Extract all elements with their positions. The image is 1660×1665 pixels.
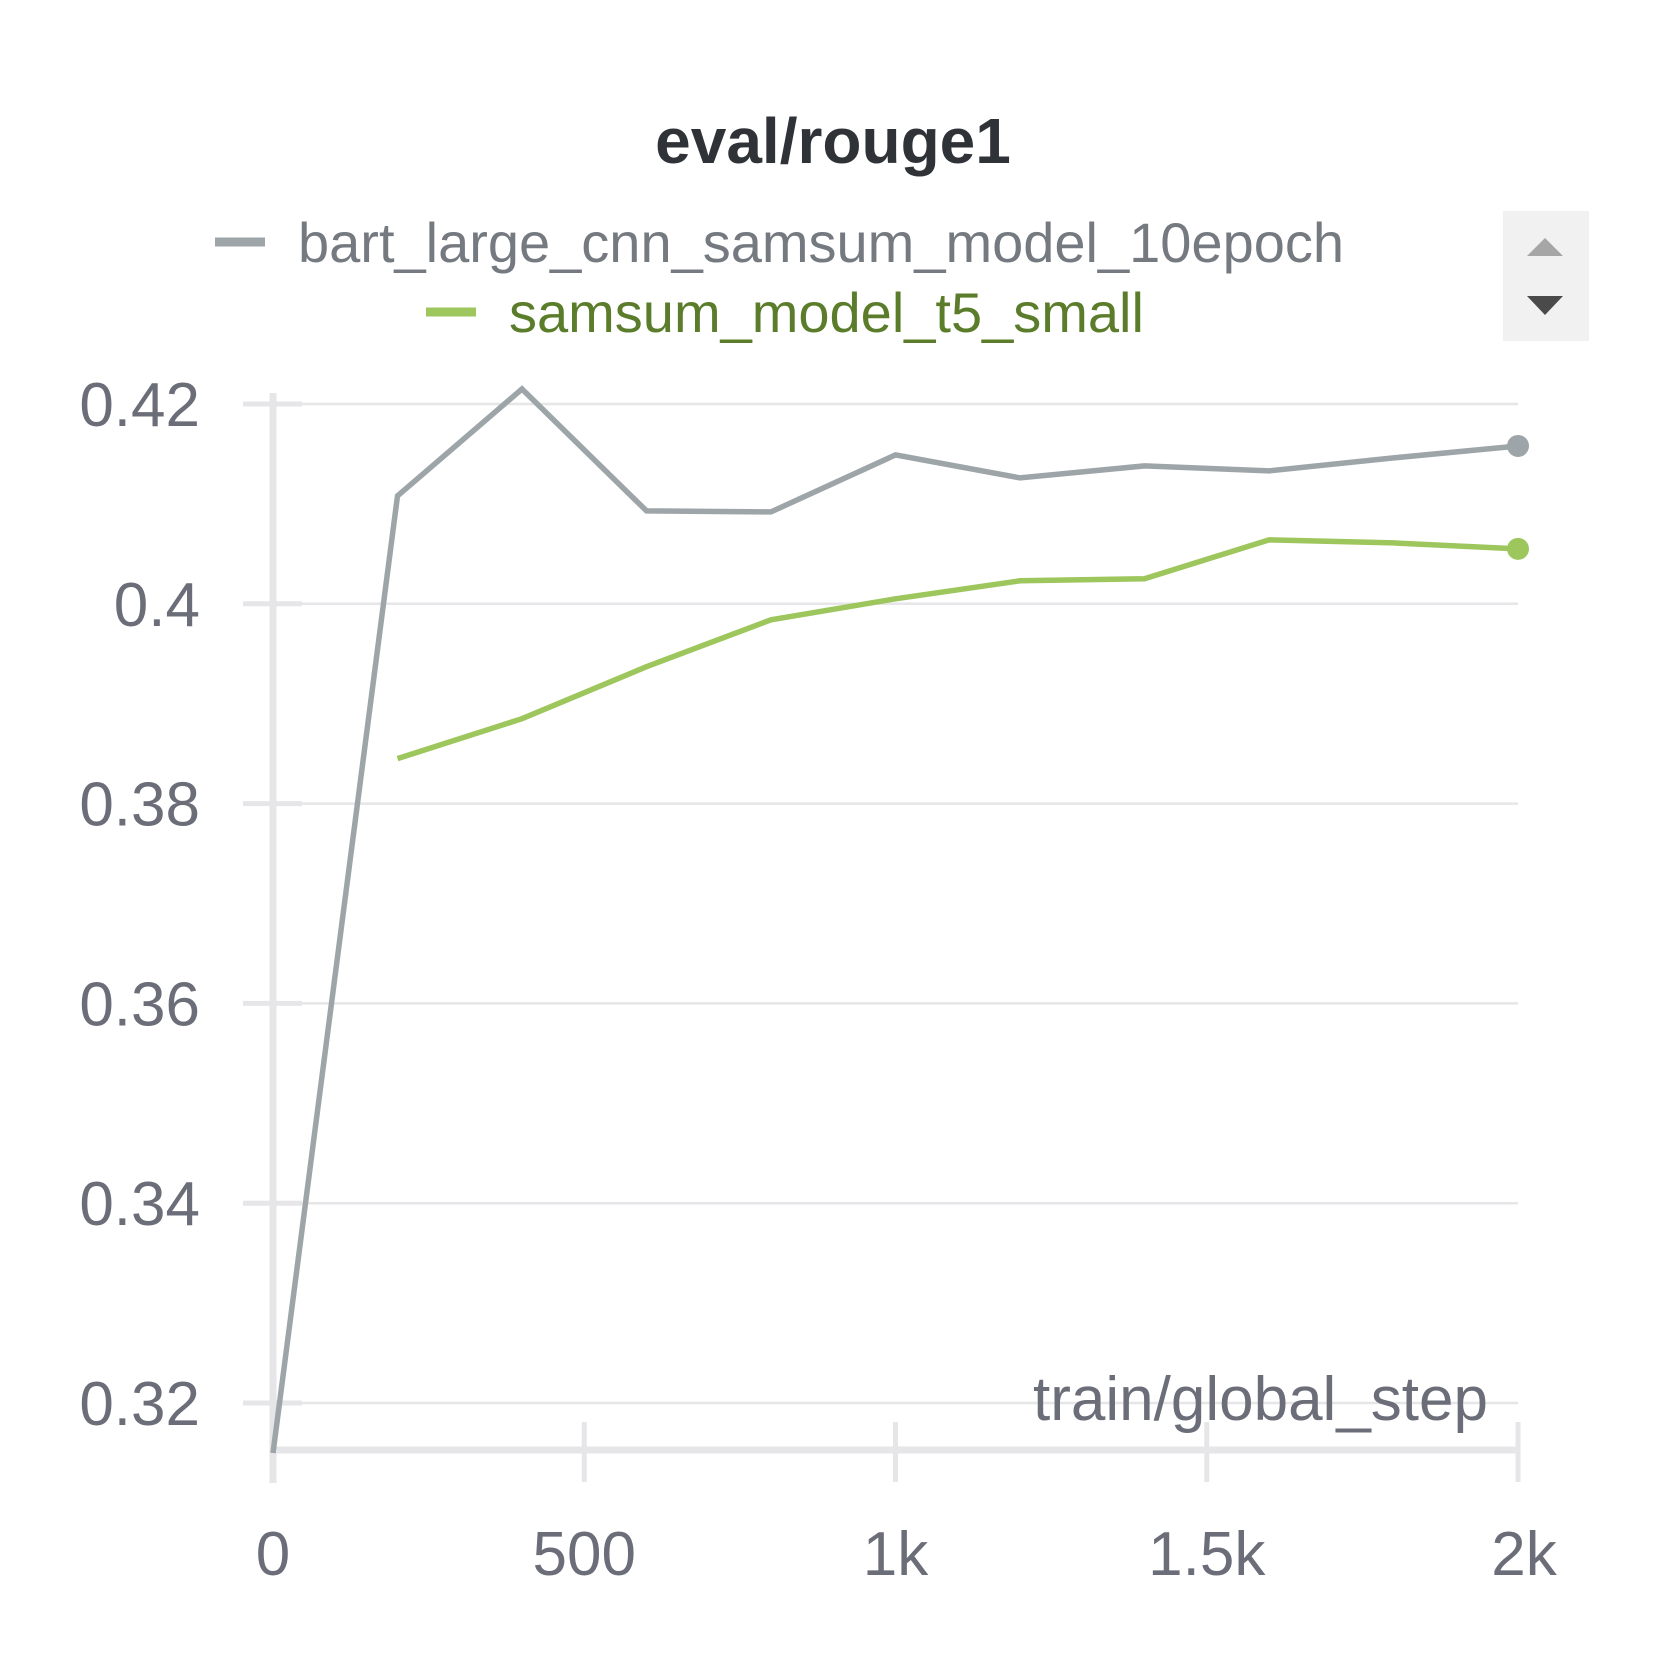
legend-item[interactable]: samsum_model_t5_small bbox=[426, 281, 1144, 344]
legend-label: bart_large_cnn_samsum_model_10epoch bbox=[298, 211, 1344, 274]
triangle-down-icon[interactable] bbox=[1527, 296, 1563, 315]
y-tick-label: 0.36 bbox=[79, 970, 200, 1039]
y-tick-label: 0.38 bbox=[79, 771, 200, 840]
series-line-1 bbox=[270, 385, 1519, 1454]
legend-scroll-box bbox=[1503, 211, 1589, 341]
series-end-point bbox=[1507, 537, 1529, 560]
x-tick-label: 1k bbox=[863, 1520, 929, 1589]
legend-scroll-control[interactable] bbox=[1503, 211, 1589, 341]
legend-item[interactable]: bart_large_cnn_samsum_model_10epoch bbox=[215, 211, 1344, 274]
chart-title: eval/rouge1 bbox=[655, 105, 1011, 177]
y-tick-label: 0.4 bbox=[114, 571, 200, 640]
x-tick-label: 500 bbox=[533, 1520, 636, 1589]
series-end-point bbox=[1507, 434, 1529, 457]
y-tick-label: 0.42 bbox=[79, 371, 200, 440]
tick-labels: 0.32 0.34 0.36 0.38 0.4 0.42 0 500 1k 1.5k 2k bbox=[79, 371, 1557, 1589]
legend-label: samsum_model_t5_small bbox=[509, 281, 1144, 344]
series-line-2 bbox=[396, 537, 1519, 762]
x-tick-label: 2k bbox=[1491, 1520, 1557, 1589]
axes bbox=[243, 393, 1521, 1483]
series-lines bbox=[270, 385, 1529, 1454]
y-tick-label: 0.34 bbox=[79, 1170, 200, 1239]
grid-lines bbox=[243, 402, 1518, 1405]
legend: bart_large_cnn_samsum_model_10epochsamsu… bbox=[215, 211, 1344, 344]
x-tick-label: 0 bbox=[256, 1520, 290, 1589]
y-tick-label: 0.32 bbox=[79, 1370, 200, 1439]
triangle-up-icon[interactable] bbox=[1527, 238, 1563, 256]
x-axis-title: train/global_step bbox=[1033, 1365, 1488, 1434]
x-tick-label: 1.5k bbox=[1148, 1520, 1266, 1589]
